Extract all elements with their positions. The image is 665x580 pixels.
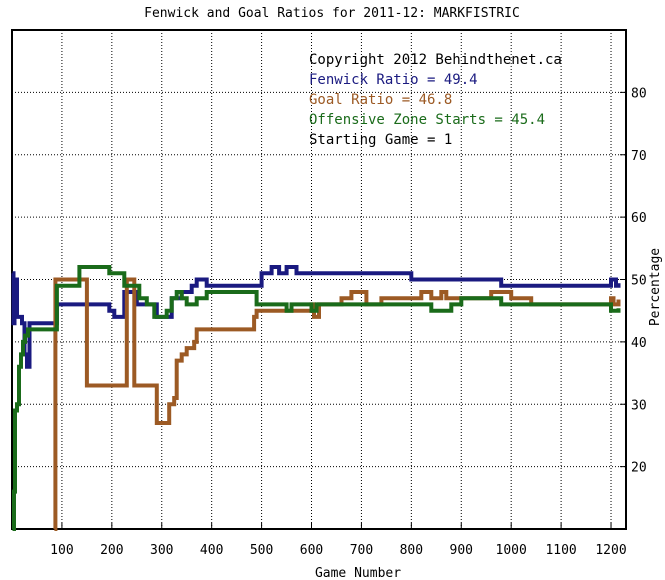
y-tick-label: 20	[631, 461, 647, 476]
legend-entry: Fenwick Ratio = 49.4	[309, 72, 478, 88]
y-tick-label: 70	[631, 149, 647, 164]
y-tick-label: 40	[631, 336, 647, 351]
y-axis-ticks: 20 30 40 50 60 70 80	[620, 86, 647, 476]
x-tick-label: 1000	[496, 543, 527, 558]
x-tick-label: 1100	[545, 543, 576, 558]
y-tick-label: 80	[631, 86, 647, 101]
series-line-fenwick-ratio	[11, 265, 621, 369]
legend-annotations: Copyright 2012 Behindthenet.ca Fenwick Ra…	[309, 52, 562, 148]
x-tick-label: 300	[150, 543, 173, 558]
series-layer	[11, 265, 621, 531]
legend-entry: Starting Game = 1	[309, 132, 452, 148]
x-tick-label: 700	[350, 543, 373, 558]
x-tick-label: 500	[250, 543, 273, 558]
chart-title: Fenwick and Goal Ratios for 2011-12: MAR…	[144, 6, 520, 21]
legend-entry: Copyright 2012 Behindthenet.ca	[309, 52, 562, 68]
x-tick-label: 800	[400, 543, 423, 558]
legend-entry: Offensive Zone Starts = 45.4	[309, 112, 545, 128]
y-axis-label: Percentage	[648, 248, 663, 326]
x-tick-label: 1200	[595, 543, 626, 558]
series-line-goal-ratio	[53, 277, 621, 531]
x-tick-label: 600	[300, 543, 323, 558]
x-tick-label: 900	[450, 543, 473, 558]
x-tick-label: 200	[100, 543, 123, 558]
x-axis-label: Game Number	[315, 566, 401, 580]
x-tick-label: 400	[200, 543, 223, 558]
x-tick-label: 100	[50, 543, 73, 558]
x-axis-ticks: 100 200 300 400 500 600 700 800 900 1000 1100 1200	[50, 523, 627, 558]
legend-entry: Goal Ratio = 46.8	[309, 92, 452, 108]
y-tick-label: 50	[631, 274, 647, 289]
y-tick-label: 60	[631, 211, 647, 226]
y-tick-label: 30	[631, 398, 647, 413]
series-line-offensive-zone-starts	[12, 265, 621, 531]
